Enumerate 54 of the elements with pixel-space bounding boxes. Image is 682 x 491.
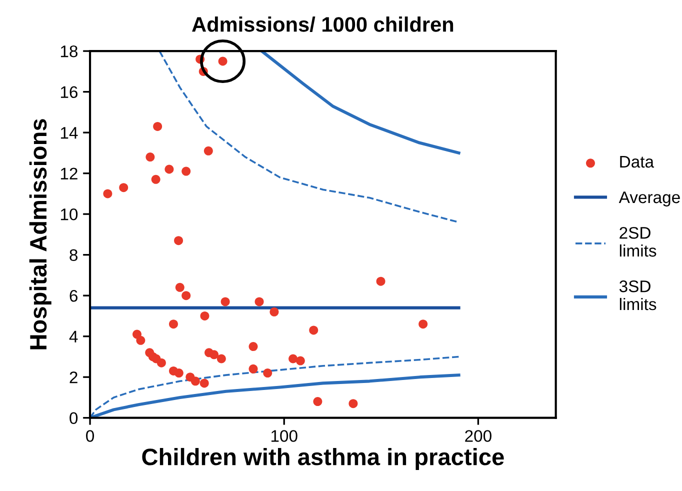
y-tick-label: 2	[70, 371, 78, 384]
y-tick-label: 6	[70, 290, 78, 302]
point	[248, 342, 258, 352]
chart-title: Admissions/ 1000 children	[192, 16, 454, 32]
y-tick-label: 10	[60, 208, 78, 220]
point	[136, 336, 146, 345]
point	[182, 291, 191, 300]
point	[146, 152, 155, 162]
point	[190, 376, 200, 386]
point	[216, 354, 226, 364]
legend-label: 3SD limits	[619, 280, 656, 310]
point	[164, 164, 174, 174]
legend-label: Data	[620, 156, 654, 168]
legend-label: Average	[618, 192, 680, 206]
y-tick-label: 8	[70, 249, 78, 262]
point	[168, 320, 178, 329]
point	[182, 166, 191, 176]
x-tick-label: 200	[465, 430, 492, 442]
y-tick-label: 18	[60, 45, 78, 58]
y-tick-label: 0	[70, 412, 78, 424]
point	[200, 311, 210, 320]
y-tick-label: 4	[69, 330, 78, 342]
point	[313, 397, 322, 406]
point	[153, 122, 162, 131]
point	[119, 183, 128, 192]
point	[156, 358, 166, 368]
x-tick-label: 0	[86, 430, 94, 442]
point	[151, 174, 160, 184]
point	[348, 399, 358, 408]
line-series	[260, 51, 460, 154]
y-tick-label: 14	[60, 127, 78, 139]
point	[376, 276, 386, 286]
point	[263, 368, 272, 378]
point	[174, 236, 184, 246]
point	[296, 356, 305, 366]
point	[174, 368, 184, 378]
x-tick-label: 100	[271, 430, 298, 442]
point	[309, 326, 318, 335]
legend-label: 2SD limits	[620, 226, 656, 257]
x-axis-title: Children with asthma in practice	[142, 448, 504, 470]
point	[200, 378, 209, 388]
y-tick-label: 12	[60, 168, 78, 180]
point	[175, 282, 184, 292]
y-axis-title: Hospital Admissions	[29, 119, 52, 350]
point	[220, 297, 230, 306]
point	[288, 354, 298, 364]
point	[270, 307, 279, 316]
point	[210, 350, 219, 360]
point	[254, 297, 264, 306]
y-tick-label: 16	[60, 86, 78, 98]
point	[204, 146, 213, 156]
point	[248, 364, 258, 374]
point	[418, 320, 428, 329]
point	[103, 189, 112, 198]
